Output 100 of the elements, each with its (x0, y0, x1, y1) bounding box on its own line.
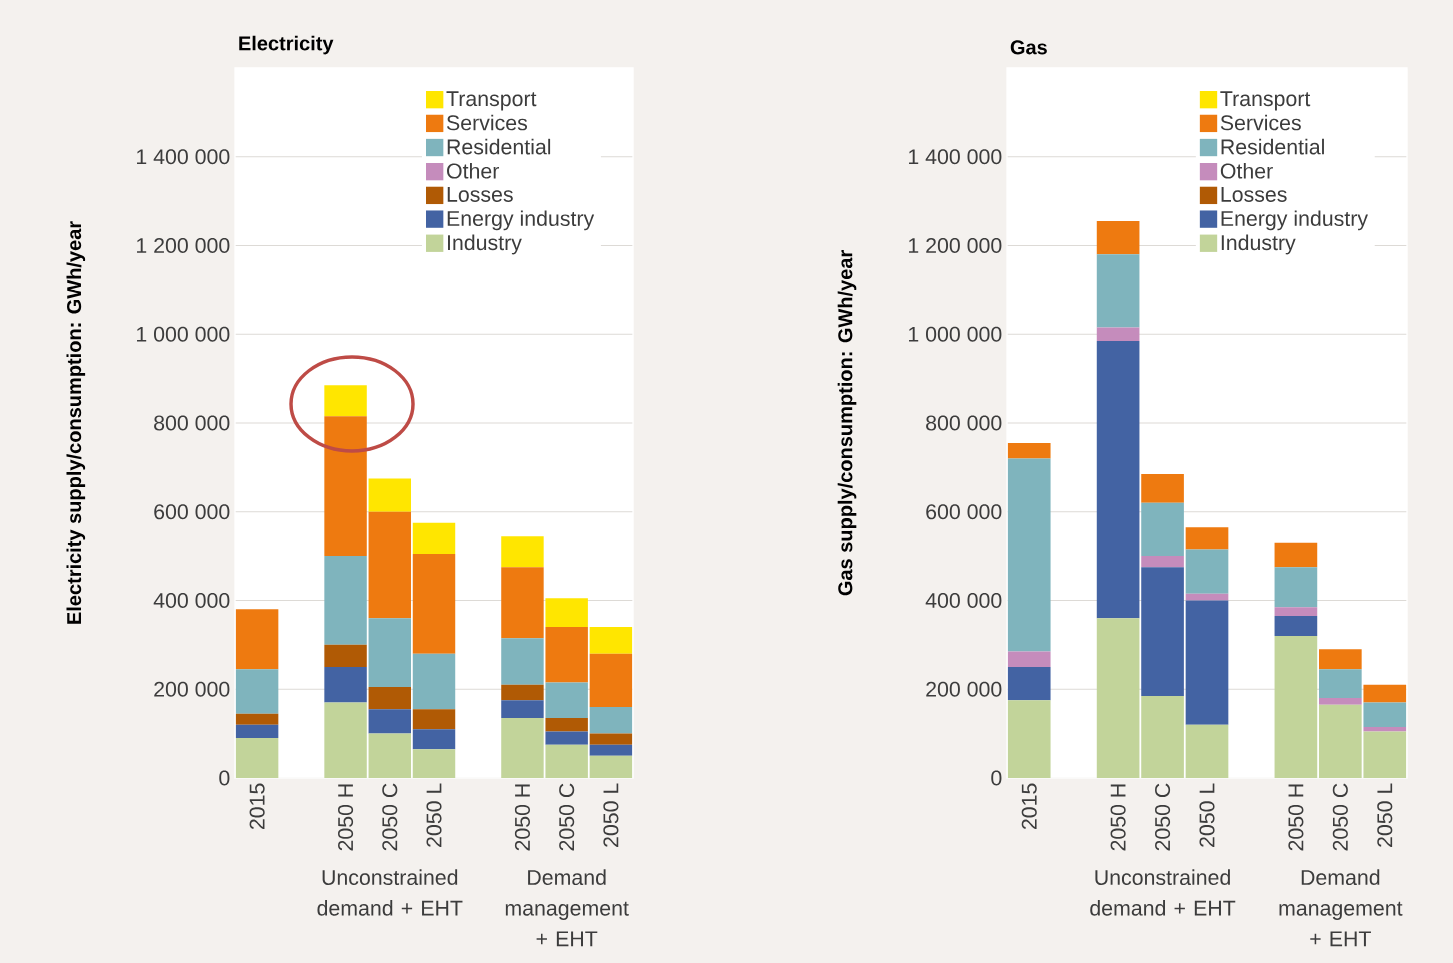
bar (545, 718, 588, 732)
bar (1096, 618, 1140, 778)
chart-title: Gas (1010, 40, 1047, 55)
y-tick-label: 200 000 (154, 681, 230, 697)
bar (368, 618, 412, 688)
bar (1096, 340, 1140, 619)
y-tick-label: 1 200 000 (909, 237, 1002, 254)
y-axis-title: Gas supply/consumption: GWh/year (837, 250, 857, 596)
x-tick-label: 2015 (1021, 783, 1037, 830)
bar (1185, 549, 1229, 594)
bar (1007, 651, 1051, 668)
x-tick-label: 2050 H (514, 784, 530, 851)
x-tick-label: 2050 H (1288, 784, 1304, 851)
y-tick-label: 1 400 000 (909, 149, 1002, 165)
x-tick-label: 2050 H (1110, 784, 1126, 851)
legend-label: Other (447, 162, 500, 179)
bar (324, 556, 367, 645)
y-tick-label: 0 (219, 770, 230, 786)
bar (412, 653, 456, 710)
bar (1363, 726, 1407, 732)
bar (1141, 695, 1184, 778)
bar (1319, 698, 1362, 705)
legend-label: Services (446, 114, 528, 131)
bar (1141, 567, 1184, 696)
bar (324, 702, 367, 778)
y-tick-label: 800 000 (926, 415, 1002, 431)
legend-label: Transport (1220, 91, 1311, 111)
bar (368, 709, 412, 734)
bar (235, 669, 279, 714)
bar (1141, 502, 1184, 557)
legend-label: Energy industry (447, 210, 595, 231)
legend-label: Losses (447, 187, 513, 202)
x-tick-label: 2050 C (559, 783, 575, 851)
legend-label: Residential (1221, 138, 1324, 155)
bar (368, 478, 412, 512)
bar (1007, 700, 1051, 778)
bar (589, 627, 633, 654)
bar (1274, 567, 1318, 608)
bar (324, 667, 367, 703)
y-tick-label: 600 000 (154, 504, 230, 520)
bar (1185, 600, 1229, 725)
x-tick-label: 2050 L (1199, 783, 1215, 847)
bar (1007, 458, 1051, 652)
legend-label: Transport (446, 91, 537, 111)
bar (1007, 667, 1051, 701)
y-tick-label: 1 000 000 (137, 326, 230, 342)
x-tick-label: 2050 L (1377, 783, 1393, 847)
bar (545, 731, 588, 745)
y-tick-label: 800 000 (154, 415, 230, 431)
bar (324, 644, 367, 668)
y-tick-label: 0 (991, 770, 1002, 786)
bar (1096, 254, 1140, 328)
bar (412, 553, 456, 654)
text: Demand management + EHT (1279, 869, 1403, 947)
bar (324, 416, 367, 557)
bar (1185, 724, 1229, 778)
legend-label: Energy industry (1221, 210, 1368, 231)
chart-title: Electricity (239, 35, 334, 55)
y-tick-label: 400 000 (153, 592, 230, 609)
x-tick-label: 2015 (249, 783, 265, 830)
bar (1141, 556, 1184, 568)
bar (368, 687, 412, 710)
y-tick-label: 1 000 000 (909, 326, 1002, 342)
x-tick-label: 2050 C (1155, 783, 1171, 851)
legend-label: Industry (1221, 234, 1296, 255)
bar (1363, 684, 1407, 703)
bar (1007, 442, 1051, 459)
bar (235, 738, 279, 778)
bar (589, 653, 633, 707)
y-axis-title: Electricity supply/consumption: GWh/year (66, 221, 86, 624)
bar (501, 700, 544, 719)
legend-label: Other (1220, 162, 1273, 179)
bar (589, 755, 633, 778)
bar (368, 733, 412, 778)
bar (1096, 221, 1140, 255)
bar (1141, 474, 1184, 503)
bar (1274, 616, 1318, 636)
y-tick-label: 1 400 000 (137, 149, 230, 165)
y-tick-label: 1 200 000 (137, 237, 230, 254)
x-tick-label: 2050 C (1332, 783, 1348, 851)
x-tick-label: 2050 C (382, 783, 398, 851)
x-tick-label: 2050 L (426, 783, 442, 847)
text: Demand management + EHT (505, 869, 629, 947)
bar (1274, 542, 1318, 568)
bar (412, 709, 456, 730)
legend-label: Industry (447, 234, 522, 255)
y-tick-label: 200 000 (926, 681, 1002, 697)
bar (545, 598, 588, 628)
bar (412, 729, 456, 750)
bar (1319, 649, 1362, 670)
legend-label: Losses (1221, 187, 1287, 202)
x-tick-label: 2050 L (603, 783, 619, 847)
x-tick-label: 2050 H (338, 784, 354, 851)
bar (1363, 702, 1407, 727)
bar (235, 713, 279, 725)
bar (501, 536, 544, 568)
bar (235, 609, 279, 670)
bar (412, 522, 456, 554)
text: Unconstrained demand + EHT (317, 869, 463, 916)
bar (589, 744, 633, 756)
